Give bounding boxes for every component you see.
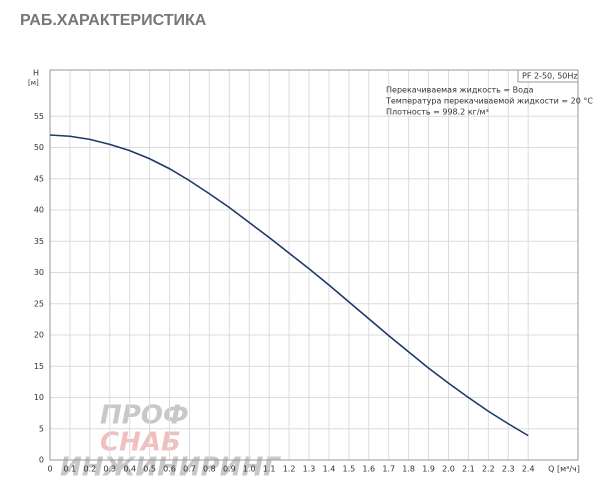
info-title-box <box>517 69 579 83</box>
x-tick-label: 0.6 <box>163 465 176 474</box>
x-tick-label: 0.1 <box>64 465 77 474</box>
x-tick-label: 1.2 <box>283 465 296 474</box>
y-axis-unit: [м] <box>28 79 39 87</box>
watermark: ИНЖИНИРИНГ <box>60 453 281 483</box>
y-tick-label: 0 <box>39 456 44 465</box>
x-tick-label: 2.4 <box>522 465 535 474</box>
y-tick-label: 40 <box>34 206 44 215</box>
x-tick-label: 0.5 <box>143 465 156 474</box>
x-tick-label: 1.8 <box>402 465 415 474</box>
x-axis-label: Q [м³/ч] <box>548 465 580 474</box>
x-tick-label: 1.4 <box>323 465 336 474</box>
x-tick-label: 0.3 <box>103 465 116 474</box>
x-tick-label: 0.2 <box>83 465 96 474</box>
x-tick-label: 1.3 <box>303 465 316 474</box>
y-axis-label: H <box>33 69 39 78</box>
x-tick-label: 2.3 <box>502 465 515 474</box>
x-tick-label: 0 <box>47 465 52 474</box>
curve <box>49 134 529 437</box>
chart-title: РАБ.ХАРАКТЕРИСТИКА <box>20 12 207 29</box>
y-tick-label: 45 <box>34 174 44 183</box>
y-tick-label: 25 <box>34 299 44 308</box>
x-tick-label: 0.7 <box>183 465 196 474</box>
info-line: Плотность = 998.2 кг/м³ <box>386 108 489 117</box>
y-tick-label: 20 <box>34 331 44 340</box>
x-tick-label: 1.7 <box>382 465 395 474</box>
info-line: Перекачиваемая жидкость = Вода <box>386 86 534 95</box>
x-tick-label: 2.2 <box>482 465 495 474</box>
y-tick-label: 50 <box>34 143 44 152</box>
x-tick-label: 2.0 <box>442 465 455 474</box>
y-tick-label: 35 <box>34 237 44 246</box>
x-tick-label: 1.0 <box>243 465 256 474</box>
watermark: ПРОФ <box>100 401 189 431</box>
y-tick-label: 55 <box>34 112 44 121</box>
x-tick-label: 2.1 <box>462 465 475 474</box>
x-tick-label: 1.5 <box>343 465 356 474</box>
x-tick-label: 1.9 <box>422 465 435 474</box>
y-tick-label: 30 <box>34 268 44 277</box>
y-tick-label: 5 <box>39 424 44 433</box>
x-tick-label: 1.1 <box>263 465 276 474</box>
x-tick-label: 0.9 <box>223 465 236 474</box>
x-tick-label: 0.8 <box>203 465 216 474</box>
x-tick-label: 1.6 <box>362 465 375 474</box>
plot-frame <box>49 69 579 461</box>
y-tick-label: 10 <box>34 393 44 402</box>
watermark: СНАБ <box>100 428 181 458</box>
info-title: PF 2-50, 50Hz <box>522 72 578 81</box>
x-tick-label: 0.4 <box>123 465 136 474</box>
y-tick-label: 15 <box>34 362 44 371</box>
info-line: Температура перекачиваемой жидкости = 20… <box>385 97 593 106</box>
